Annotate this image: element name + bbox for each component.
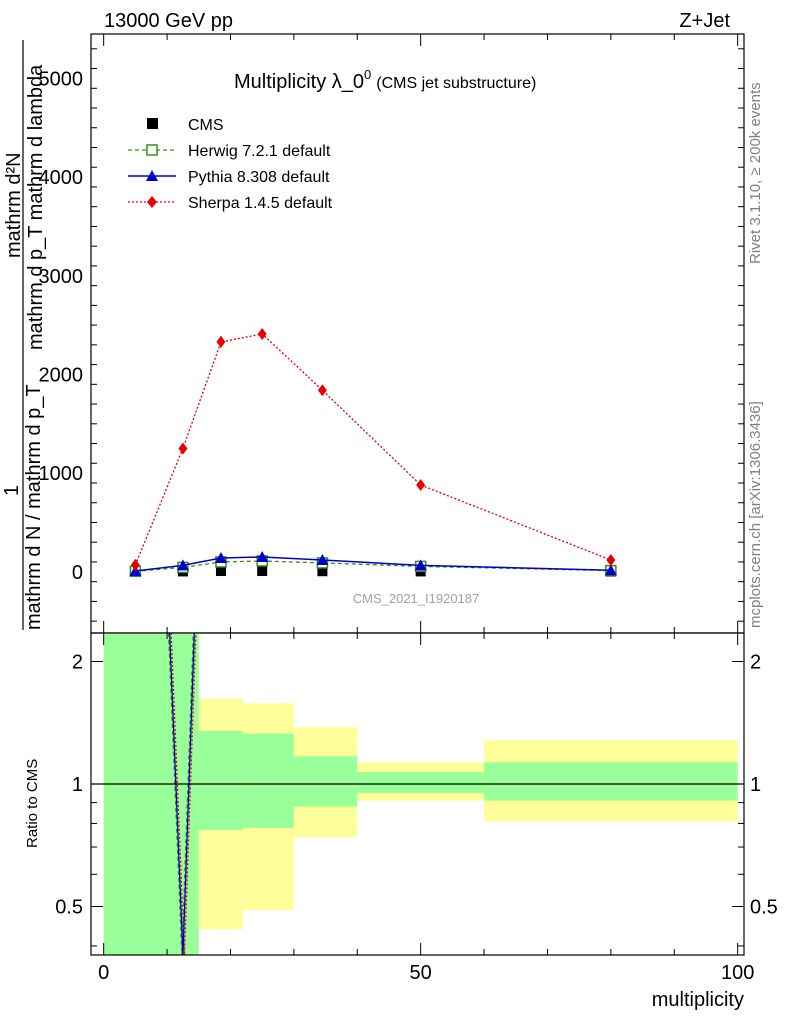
main-y-tick-label: 3000: [39, 266, 84, 288]
ratio-y-tick-label-right: 2: [750, 652, 761, 674]
pythia-data-point: [256, 551, 269, 563]
ratio-stat-uncertainty-band: [103, 633, 168, 955]
cms-data-point: [257, 566, 268, 577]
ratio-stat-uncertainty-band: [357, 772, 485, 794]
sherpa-data-point: [216, 335, 226, 348]
ratio-y-tick-label-right: 1: [750, 774, 761, 796]
cms-data-point: [317, 566, 328, 577]
ratio-panel-data: [91, 632, 744, 956]
ratio-stat-uncertainty-band: [484, 762, 738, 801]
sherpa-data-point: [416, 478, 426, 491]
legend-sherpa-marker: [147, 196, 157, 208]
pythia-data-point: [414, 559, 427, 571]
ratio-y-tick-label-left: 2: [72, 652, 83, 674]
x-axis-label: multiplicity: [652, 989, 744, 1011]
legend-herwig-label: Herwig 7.2.1 default: [188, 143, 331, 160]
ratio-y-tick-label-left: 0.5: [55, 896, 83, 918]
x-tick-label: 0: [98, 962, 109, 984]
ratio-panel-axes: 0.5 0.5 1 1 2 2 0 50 100: [55, 632, 778, 984]
legend: CMS Herwig 7.2.1 default Pythia 8.308 de…: [128, 117, 333, 212]
legend-cms-label: CMS: [188, 117, 224, 134]
process-label: Z+Jet: [679, 10, 730, 32]
analysis-watermark: CMS_2021_I1920187: [353, 591, 480, 606]
main-y-tick-label: 0: [72, 562, 83, 584]
ylabel-numerator-denominator: mathrm d p_T mathrm d lambda: [25, 64, 47, 350]
plot-title: Multiplicity λ_00(CMS jet substructure): [234, 67, 536, 93]
ratio-y-tick-label-left: 1: [72, 774, 83, 796]
ylabel-denominator: mathrm d N / mathrm d p_T: [23, 384, 45, 630]
ylabel-one: 1: [1, 485, 23, 496]
ratio-y-tick-label-right: 0.5: [750, 896, 778, 918]
main-y-tick-label: 2000: [39, 364, 84, 386]
main-y-tick-label: 5000: [39, 68, 84, 90]
cms-data-point: [215, 566, 226, 577]
x-tick-label: 100: [721, 962, 754, 984]
pythia-data-point: [316, 553, 329, 565]
legend-pythia-label: Pythia 8.308 default: [188, 169, 330, 186]
legend-herwig-marker: [146, 144, 158, 156]
main-y-tick-label: 4000: [39, 167, 84, 189]
sherpa-data-point: [257, 327, 267, 340]
ratio-stat-uncertainty-band: [198, 730, 244, 831]
main-y-tick-label: 1000: [39, 463, 84, 485]
sherpa-data-point: [178, 442, 188, 455]
sherpa-ratio-line: [170, 632, 197, 956]
sherpa-data-point: [130, 558, 140, 571]
main-panel-data: [129, 327, 617, 578]
sherpa-data-point: [317, 384, 327, 397]
legend-pythia-marker: [146, 170, 158, 181]
pythia-data-point: [214, 552, 227, 564]
ratio-stat-uncertainty-band: [293, 756, 358, 807]
rivet-label: Rivet 3.1.10, ≥ 200k events: [747, 82, 764, 264]
main-ylabel: mathrm d N / mathrm d p_T 1 mathrm d²N m…: [1, 40, 47, 630]
legend-sherpa-label: Sherpa 1.4.5 default: [188, 195, 333, 212]
mcplots-label: mcplots.cern.ch [arXiv:1306.3436]: [747, 401, 764, 628]
energy-label: 13000 GeV pp: [104, 10, 233, 32]
sherpa-series-line: [134, 333, 612, 566]
ratio-ylabel: Ratio to CMS: [24, 759, 41, 848]
x-tick-label: 50: [410, 962, 432, 984]
main-panel-axes: 0 1000 2000 3000 4000 5000: [39, 33, 745, 634]
pythia-data-point: [176, 559, 189, 571]
ratio-stat-uncertainty-band: [243, 733, 294, 828]
legend-cms-marker: [147, 118, 158, 129]
ratio-panel-frame: [90, 632, 745, 956]
ylabel-numerator: mathrm d²N: [3, 152, 25, 258]
pythia-data-point: [604, 564, 617, 576]
sherpa-data-point: [606, 553, 616, 566]
